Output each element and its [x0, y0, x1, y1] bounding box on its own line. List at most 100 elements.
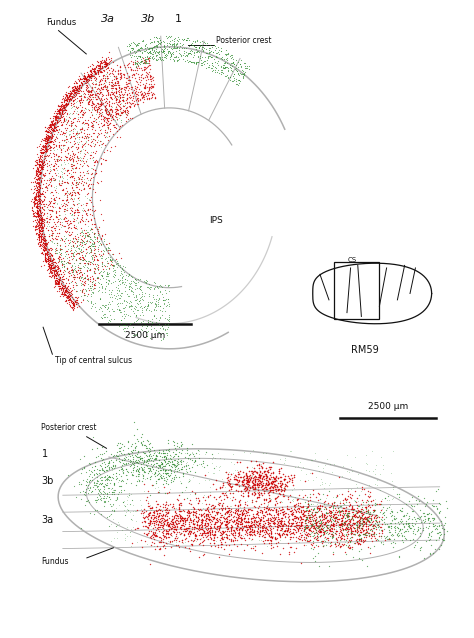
Point [250, 519, 258, 529]
Point [218, 519, 225, 529]
Point [280, 489, 287, 500]
Point [401, 521, 408, 531]
Point [58, 117, 65, 127]
Point [148, 73, 155, 83]
Point [245, 471, 253, 481]
Point [160, 514, 168, 524]
Point [185, 508, 192, 518]
Point [76, 237, 84, 247]
Point [121, 107, 129, 117]
Point [82, 89, 89, 99]
Point [320, 535, 328, 545]
Point [356, 538, 364, 549]
Point [88, 253, 96, 263]
Point [120, 326, 128, 336]
Point [255, 463, 263, 473]
Point [43, 239, 51, 249]
Point [52, 265, 60, 276]
Point [59, 244, 66, 254]
Point [70, 207, 78, 217]
Point [47, 136, 55, 146]
Point [85, 105, 93, 115]
Point [161, 543, 169, 553]
Point [92, 306, 100, 316]
Point [293, 520, 301, 530]
Point [238, 519, 246, 529]
Point [316, 527, 323, 537]
Point [338, 521, 346, 531]
Point [173, 535, 180, 545]
Point [141, 474, 148, 484]
Point [157, 457, 165, 467]
Point [388, 475, 396, 486]
Point [68, 151, 76, 161]
Point [63, 154, 70, 165]
Point [73, 81, 81, 91]
Point [74, 205, 82, 216]
Point [246, 529, 254, 539]
Point [177, 498, 185, 508]
Point [64, 257, 72, 267]
Point [66, 290, 74, 300]
Point [150, 37, 157, 47]
Point [324, 523, 332, 533]
Point [115, 293, 123, 304]
Point [70, 210, 78, 220]
Point [138, 325, 146, 336]
Point [371, 521, 378, 531]
Point [36, 189, 44, 199]
Point [50, 265, 58, 276]
Point [119, 497, 127, 507]
Point [154, 519, 162, 529]
Point [62, 234, 69, 244]
Point [370, 505, 378, 515]
Point [32, 201, 40, 211]
Point [96, 60, 104, 70]
Point [144, 468, 152, 478]
Point [146, 93, 153, 103]
Point [336, 522, 344, 532]
Point [181, 516, 189, 526]
Point [353, 535, 360, 545]
Point [61, 290, 68, 300]
Point [210, 40, 218, 50]
Point [73, 182, 81, 192]
Point [145, 447, 153, 457]
Point [42, 249, 50, 259]
Point [99, 489, 107, 499]
Point [167, 528, 174, 538]
Point [152, 50, 160, 61]
Point [148, 90, 156, 100]
Point [63, 191, 70, 201]
Point [362, 525, 370, 535]
Point [133, 39, 141, 49]
Point [92, 105, 100, 115]
Point [95, 304, 102, 314]
Point [103, 64, 110, 74]
Point [375, 512, 383, 523]
Point [226, 505, 234, 515]
Point [258, 476, 266, 486]
Point [204, 52, 211, 63]
Point [109, 75, 116, 85]
Point [173, 438, 181, 448]
Point [115, 487, 123, 497]
Point [168, 40, 175, 50]
Point [91, 69, 99, 79]
Point [226, 505, 233, 516]
Point [315, 510, 322, 521]
Point [109, 485, 117, 495]
Point [73, 249, 80, 260]
Point [145, 443, 153, 453]
Point [309, 553, 316, 563]
Point [33, 199, 41, 209]
Point [208, 533, 215, 544]
Point [90, 104, 98, 114]
Point [125, 278, 133, 288]
Point [88, 219, 95, 229]
Point [343, 538, 351, 548]
Point [151, 468, 158, 478]
Point [319, 512, 326, 523]
Point [87, 90, 95, 100]
Point [390, 482, 397, 492]
